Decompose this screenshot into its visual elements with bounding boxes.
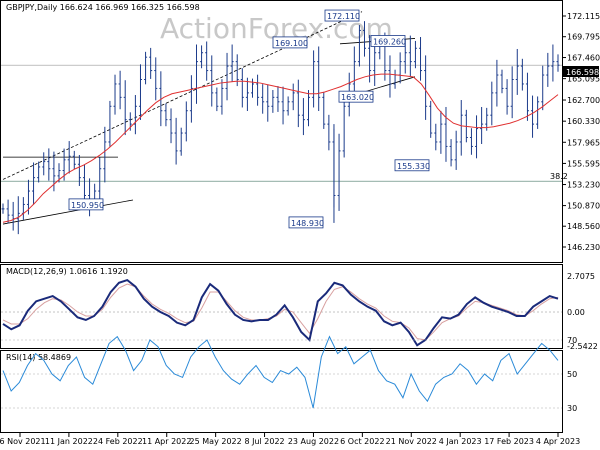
- x-tick-label: 6 Oct 2022: [340, 437, 384, 446]
- price-tick-label: 157.965: [567, 138, 600, 147]
- macd-tick-label: -2.5422: [567, 342, 598, 351]
- price-tick-label: 153.230: [567, 181, 600, 190]
- price-annotation-label: 148.930: [291, 219, 324, 228]
- price-annotation-label: 172.110: [327, 12, 360, 21]
- x-tick-label: 26 Nov 2021: [0, 437, 46, 446]
- rsi-tick-label: 30: [567, 404, 577, 413]
- macd-line: [2, 278, 559, 347]
- price-tick-label: 148.560: [567, 222, 600, 231]
- price-tick-label: 162.700: [567, 96, 600, 105]
- price-annotation-box: [338, 90, 374, 103]
- price-y-axis: 172.115 169.795 167.460 165.095 162.700 160.3…: [562, 12, 600, 252]
- price-tick-label: 165.095: [567, 75, 600, 84]
- macd-tick-label: 0.00: [567, 308, 585, 317]
- price-tick-label: 167.460: [567, 54, 600, 63]
- current-price-tag: [563, 66, 599, 77]
- macd-lines: 2.7075 0.00 -2.5422: [1, 272, 598, 351]
- macd-panel: [0, 264, 563, 349]
- fibonacci-level-label: 38.2: [550, 172, 568, 181]
- rsi-panel: [0, 350, 563, 433]
- x-tick-label: 24 Feb 2022: [93, 437, 143, 446]
- x-tick-label: 8 Jul 2022: [244, 437, 284, 446]
- rsi-tick-label: 70: [567, 336, 577, 345]
- x-tick-label: 21 Nov 2022: [386, 437, 437, 446]
- price-annotation-label: 163.020: [341, 93, 374, 102]
- price-annotation-box: [272, 36, 308, 49]
- x-tick-label: 25 May 2022: [190, 437, 242, 446]
- x-tick-label: 11 Apr 2022: [142, 437, 191, 446]
- x-tick-label: 4 Apr 2023: [536, 437, 580, 446]
- rsi-tick-label: 50: [567, 370, 577, 379]
- price-tick-label: 169.795: [567, 33, 600, 42]
- x-tick-label: 11 Jan 2022: [45, 437, 93, 446]
- price-tick-label: 172.115: [567, 12, 600, 21]
- price-tick-label: 155.595: [567, 159, 600, 168]
- range-bottom-line: [2, 199, 134, 225]
- price-annotation-label: 169.100: [275, 39, 308, 48]
- x-tick-label: 4 Jan 2023: [439, 437, 482, 446]
- price-annotations: 172.110 169.100 169.260 163.020 155.330 150.9…: [68, 9, 430, 229]
- price-tick-label: 160.330: [567, 117, 600, 126]
- moving-average: [2, 73, 559, 223]
- price-annotation-box: [68, 198, 104, 211]
- moving-average-line: [2, 73, 559, 223]
- price-annotation-label: 169.260: [373, 37, 406, 46]
- price-annotation-box: [370, 35, 406, 47]
- macd-header: MACD(12,26,9) 1.0616 1.1920: [6, 267, 128, 276]
- macd-tick-label: 2.7075: [567, 272, 595, 281]
- rsi-header: RSI(14) 58.4869: [6, 353, 71, 362]
- price-annotation-box: [394, 159, 430, 172]
- price-annotation-box: [324, 9, 360, 22]
- price-annotation-label: 155.330: [397, 162, 430, 171]
- guide-lines: 38.2: [1, 11, 568, 225]
- price-annotation-box: [288, 216, 324, 229]
- price-header: GBPJPY,Daily 166.624 166.969 166.325 166…: [6, 3, 200, 12]
- rsi-line: 70 50 30: [1, 335, 577, 413]
- price-tick-label: 146.230: [567, 243, 600, 252]
- x-tick-label: 17 Feb 2023: [484, 437, 534, 446]
- price-annotation-label: 150.950: [71, 201, 104, 210]
- rsi-series-line: [2, 335, 559, 409]
- current-price-label: 166.598: [566, 68, 599, 77]
- price-tick-label: 150.870: [567, 202, 600, 211]
- x-tick-label: 23 Aug 2022: [288, 437, 339, 446]
